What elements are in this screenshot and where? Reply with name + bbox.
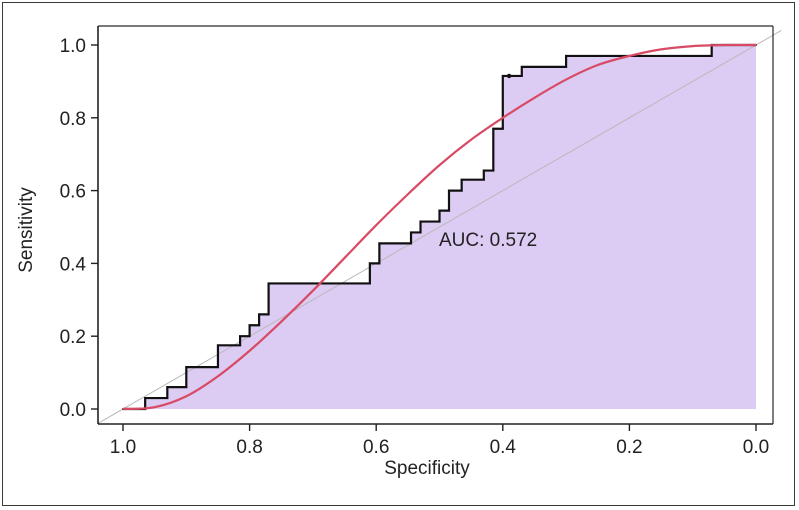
- roc-point-8: [217, 344, 219, 347]
- roc-point-7: [217, 366, 219, 369]
- roc-point-6: [185, 366, 188, 369]
- roc-point-11: [248, 335, 251, 338]
- roc-point-4: [166, 386, 169, 389]
- smoothed-roc-curve: [122, 43, 757, 411]
- ticks-layer: 1.0 0.8 0.6 0.4 0.2 0.0 0.0 0.2 0.4 0.6 0.8 1.0: [60, 36, 770, 458]
- y-axis-title: Sensitivity: [16, 187, 37, 273]
- roc-point-40: [565, 55, 567, 57]
- roc-point-28: [448, 189, 450, 192]
- diagonal-layer: [97, 30, 782, 424]
- roc-point-5: [185, 386, 188, 389]
- roc-point-20: [378, 242, 381, 245]
- chance-diagonal-line: [97, 30, 782, 424]
- roc-point-3: [166, 397, 169, 399]
- roc-point-16: [267, 282, 270, 285]
- roc-point-30: [460, 178, 463, 181]
- roc-point-17: [368, 282, 371, 285]
- roc-point-21: [410, 242, 412, 245]
- y-tick-label-1: 0.2: [60, 327, 86, 348]
- roc-point-22: [410, 231, 412, 234]
- roc-point-23: [419, 231, 422, 234]
- y-tick-label-5: 1.0: [60, 36, 86, 57]
- roc-point-12: [248, 324, 251, 327]
- axes-layer: [97, 25, 774, 425]
- roc-marker-point: [506, 73, 512, 79]
- roc-point-15: [267, 313, 270, 316]
- x-tick-label-4: 0.2: [616, 437, 642, 458]
- roc-point-39: [565, 65, 567, 68]
- roc-point-10: [239, 335, 242, 338]
- x-tick-label-2: 0.6: [363, 437, 389, 458]
- y-tick-label-3: 0.6: [60, 182, 86, 203]
- roc-point-9: [239, 344, 242, 347]
- roc-step-line: [123, 43, 756, 411]
- y-tick-label-2: 0.4: [60, 254, 87, 275]
- roc-point-25: [438, 220, 441, 223]
- x-tick-label-3: 0.4: [490, 437, 517, 458]
- roc-point-29: [460, 189, 463, 192]
- roc-point-27: [448, 209, 450, 212]
- smooth-curve-layer: [122, 43, 757, 411]
- roc-point-41: [710, 55, 713, 57]
- roc-point-13: [258, 324, 260, 327]
- roc-point-18: [368, 262, 371, 265]
- roc-point-34: [492, 127, 495, 130]
- roc-point-24: [419, 220, 422, 223]
- x-tick-label-5: 0.0: [743, 437, 769, 458]
- x-tick-label-0: 1.0: [110, 437, 136, 458]
- roc-point-14: [258, 313, 260, 316]
- auc-annotation: AUC: 0.572: [439, 230, 537, 251]
- x-axis-title: Specificity: [384, 458, 470, 479]
- y-tick-label-4: 0.8: [60, 109, 86, 130]
- roc-point-35: [501, 127, 504, 130]
- roc-point-37: [520, 75, 523, 77]
- roc-point-38: [520, 65, 523, 68]
- roc-point-36: [501, 75, 504, 77]
- roc-point-32: [482, 169, 485, 172]
- roc-step-layer: [122, 43, 757, 411]
- roc-point-2: [144, 397, 147, 399]
- y-tick-label-0: 0.0: [60, 400, 86, 421]
- roc-point-26: [438, 209, 441, 212]
- roc-point-19: [378, 262, 381, 265]
- roc-point-31: [482, 178, 485, 181]
- x-tick-label-1: 0.8: [236, 437, 262, 458]
- roc-point-33: [492, 169, 495, 172]
